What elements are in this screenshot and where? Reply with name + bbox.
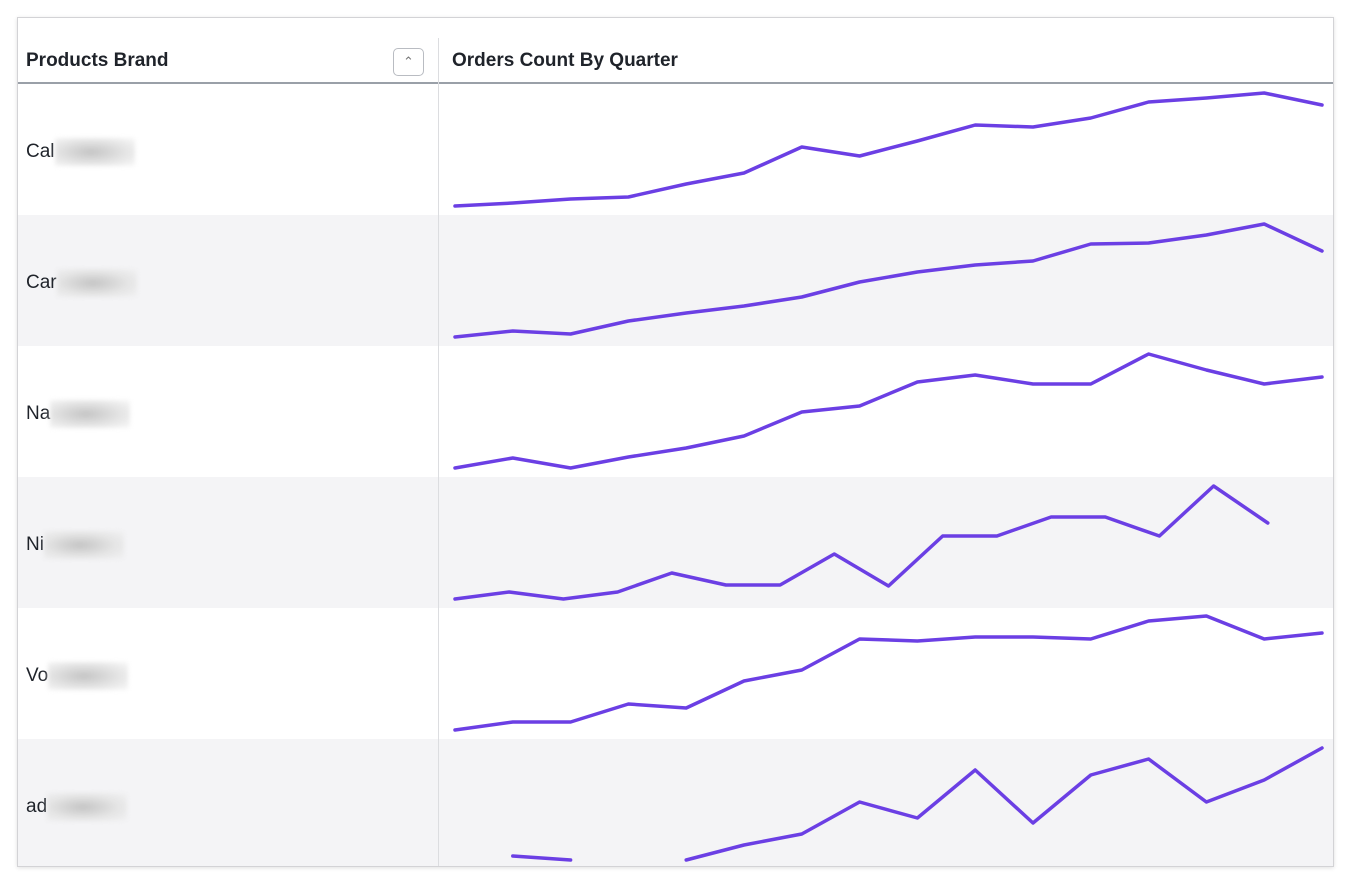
sparkline <box>453 484 1270 601</box>
sparkline-series <box>453 222 1324 339</box>
brand-cell: Cal <box>26 138 135 166</box>
brand-name: Vo <box>26 665 49 686</box>
redacted-blur <box>54 138 135 166</box>
sparkline-series <box>684 746 1324 862</box>
brand-cell: ad <box>26 793 128 821</box>
brand-cell: Na <box>26 400 131 428</box>
brand-name: Ni <box>26 534 44 555</box>
brand-cell: Vo <box>26 662 129 690</box>
sparkline <box>511 746 1324 862</box>
brand-cell: Ni <box>26 531 124 559</box>
chevron-up-icon: ⌃ <box>403 54 414 69</box>
sparkline-series <box>453 91 1324 208</box>
sparkline-series <box>511 854 573 862</box>
brand-name: Na <box>26 403 51 424</box>
redacted-blur <box>56 269 137 297</box>
redacted-blur <box>50 400 131 428</box>
table-row: Cal <box>18 84 1333 215</box>
brand-name: Car <box>26 272 57 293</box>
table-row: Car <box>18 215 1333 346</box>
table-card: Products Brand ⌃ Orders Count By Quarter… <box>17 17 1334 867</box>
table-row: Vo <box>18 608 1333 739</box>
sparkline-series <box>453 484 1270 601</box>
sparkline <box>453 614 1324 732</box>
sparkline-series <box>453 352 1324 470</box>
table-row: Na <box>18 346 1333 477</box>
table-row: ad <box>18 739 1333 866</box>
redacted-blur <box>43 531 124 559</box>
sparkline <box>453 352 1324 470</box>
column-header-products-brand[interactable]: Products Brand <box>26 50 169 71</box>
sparkline <box>453 91 1324 208</box>
brand-cell: Car <box>26 269 137 297</box>
sparkline <box>453 222 1324 339</box>
brand-name: Cal <box>26 141 55 162</box>
redacted-blur <box>48 662 129 690</box>
column-header-orders-count[interactable]: Orders Count By Quarter <box>452 50 678 71</box>
table-row: Ni <box>18 477 1333 608</box>
column-divider <box>438 38 439 866</box>
table-header: Products Brand ⌃ Orders Count By Quarter <box>18 38 1333 84</box>
brand-name: ad <box>26 796 48 817</box>
sort-button[interactable]: ⌃ <box>393 48 424 76</box>
sparkline-series <box>453 614 1324 732</box>
redacted-blur <box>47 793 128 821</box>
